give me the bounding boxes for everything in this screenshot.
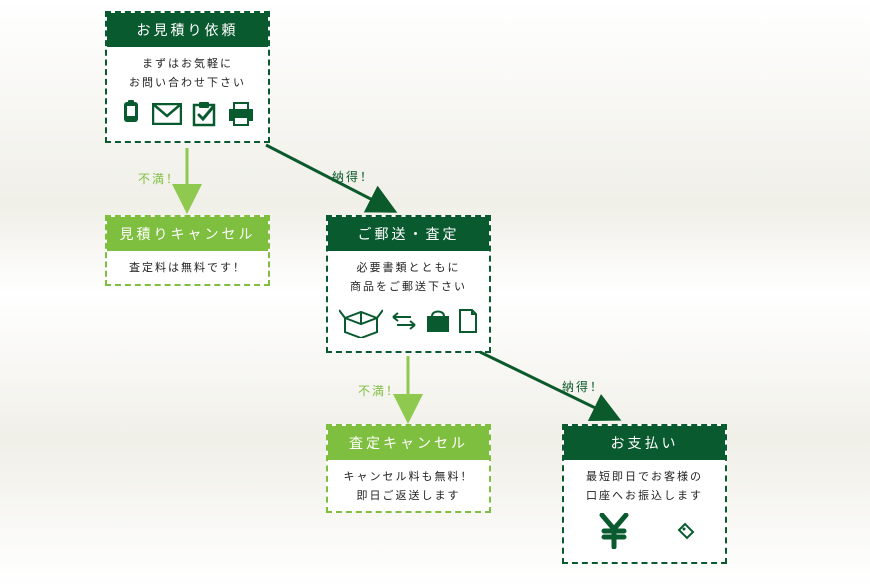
q_to_cancel-label: 不満！ (138, 170, 180, 187)
s_to_cancel-label: 不満！ (358, 382, 400, 399)
s_to_pay-label: 納得！ (562, 378, 604, 395)
q_to_ship-label: 納得！ (332, 168, 374, 185)
s_to_pay-arrow (0, 0, 870, 586)
